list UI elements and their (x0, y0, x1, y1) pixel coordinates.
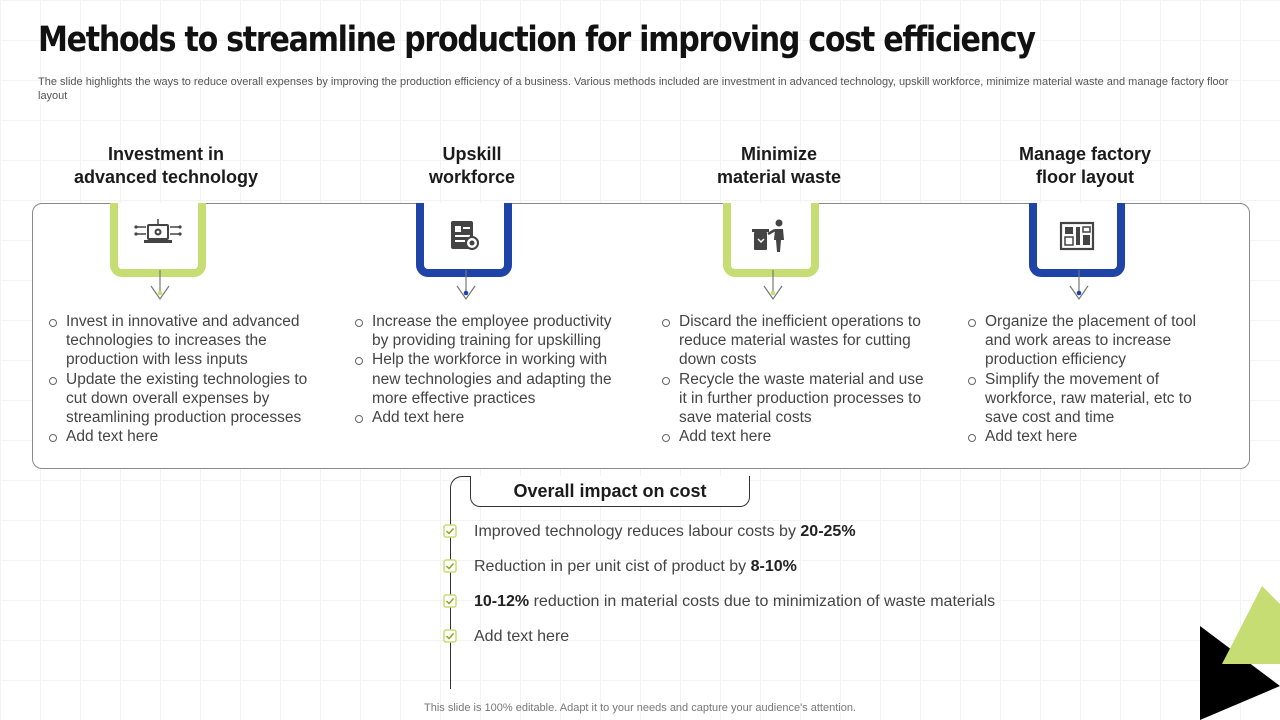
column-heading-waste: Minimize material waste (649, 143, 909, 189)
down-arrow-icon (763, 270, 783, 301)
bullet-list-floor-layout: Organize the placement of tool and work … (967, 312, 1217, 446)
impact-item: Reduction in per unit cist of product by… (443, 557, 995, 592)
impact-text: Improved technology reduces labour costs… (474, 523, 801, 540)
page-title: Methods to streamline production for imp… (38, 20, 1036, 60)
checkmark-icon (443, 594, 457, 608)
list-item: Add text here (967, 427, 1217, 446)
checkmark-icon (443, 524, 457, 538)
impact-text: Add text here (474, 628, 570, 645)
heading-line-2: workforce (428, 167, 516, 187)
list-item: Update the existing technologies to cut … (48, 370, 318, 428)
impact-item: Improved technology reduces labour costs… (443, 522, 995, 557)
icon-box-floor-layout (1029, 203, 1125, 277)
page-subtitle: The slide highlights the ways to reduce … (38, 76, 1229, 102)
impact-value: 10-12% (474, 593, 530, 610)
certificate-icon (451, 221, 479, 250)
list-item: Discard the inefficient operations to re… (661, 312, 933, 370)
down-arrow-icon (1069, 270, 1089, 301)
list-item: Recycle the waste material and use it in… (661, 370, 933, 428)
down-arrow-icon (456, 270, 476, 301)
person-trash-icon (752, 219, 784, 252)
heading-line-2: material waste (716, 167, 842, 187)
impact-text: reduction in material costs due to minim… (529, 593, 996, 610)
list-item: Increase the employee productivity by pr… (354, 312, 626, 350)
down-arrow-icon (150, 270, 170, 301)
bullet-list-waste: Discard the inefficient operations to re… (661, 312, 933, 446)
impact-heading: Overall impact on cost (470, 476, 750, 507)
heading-line-1: Investment in (107, 144, 225, 164)
list-item: Add text here (661, 427, 933, 446)
column-heading-technology: Investment in advanced technology (36, 143, 296, 189)
footer-note: This slide is 100% editable. Adapt it to… (424, 702, 856, 714)
list-item: Add text here (354, 408, 626, 427)
impact-text: Reduction in per unit cist of product by (474, 558, 751, 575)
checkmark-icon (443, 629, 457, 643)
icon-box-workforce (416, 203, 512, 277)
bullet-list-technology: Invest in innovative and advanced techno… (48, 312, 318, 446)
impact-item: 10-12% reduction in material costs due t… (443, 592, 995, 627)
icon-box-waste (723, 203, 819, 277)
impact-item: Add text here (443, 627, 995, 662)
list-item: Add text here (48, 427, 318, 446)
impact-value: 8-10% (750, 558, 797, 575)
computer-settings-icon (134, 219, 182, 243)
bullet-list-workforce: Increase the employee productivity by pr… (354, 312, 626, 427)
impact-value: 20-25% (800, 523, 856, 540)
icon-box-technology (110, 203, 206, 277)
checkmark-icon (443, 559, 457, 573)
list-item: Organize the placement of tool and work … (967, 312, 1217, 370)
column-heading-workforce: Upskill workforce (342, 143, 602, 189)
heading-line-1: Minimize (740, 144, 817, 164)
decorative-triangles (1200, 586, 1280, 720)
floor-layout-icon (1059, 221, 1095, 251)
impact-list: Improved technology reduces labour costs… (443, 522, 995, 662)
list-item: Simplify the movement of workforce, raw … (967, 370, 1217, 428)
column-heading-floor-layout: Manage factory floor layout (955, 143, 1215, 189)
heading-line-1: Upskill (442, 144, 502, 164)
heading-line-2: advanced technology (73, 167, 259, 187)
heading-line-1: Manage factory (1018, 144, 1152, 164)
list-item: Help the workforce in working with new t… (354, 350, 626, 408)
impact-connector-line (450, 476, 471, 689)
list-item: Invest in innovative and advanced techno… (48, 312, 318, 370)
heading-line-2: floor layout (1036, 167, 1134, 187)
